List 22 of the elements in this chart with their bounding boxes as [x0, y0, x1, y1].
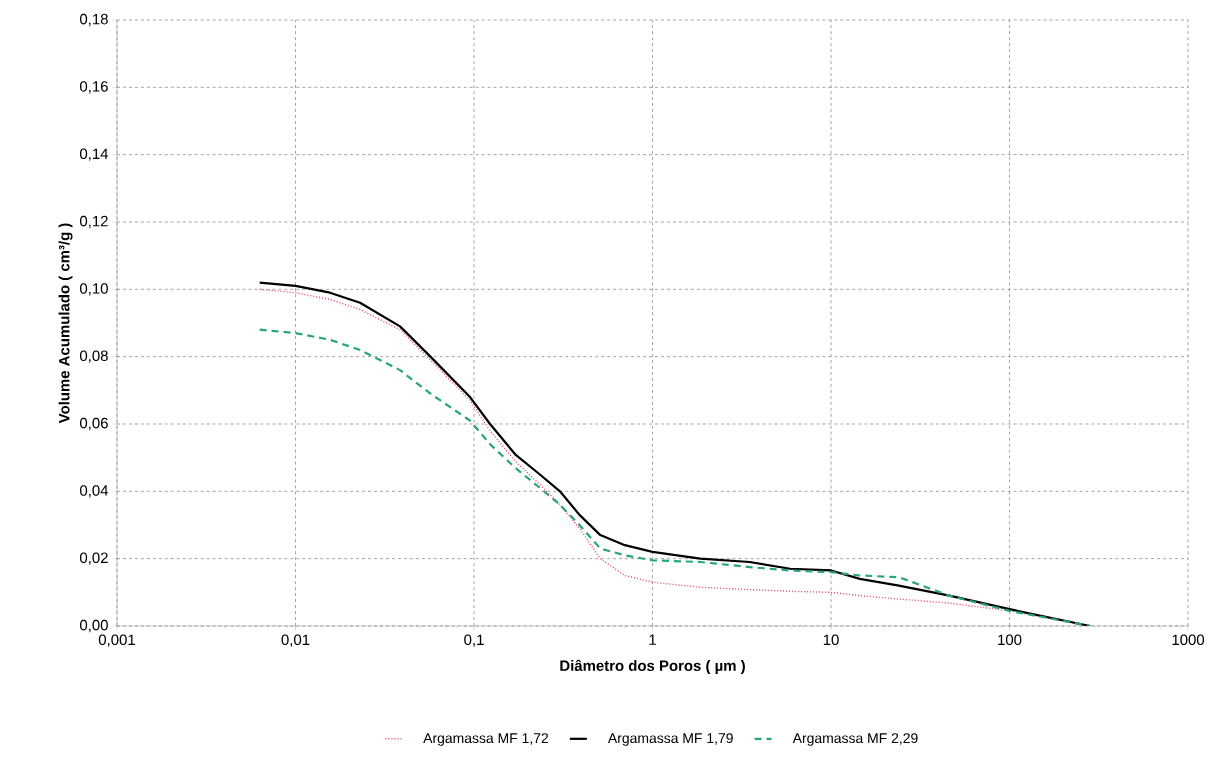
y-axis-title: Volume Acumulado ( cm³/g )	[58, 223, 73, 424]
y-tick-label: 0,14	[79, 148, 109, 161]
y-tick-label: 0,06	[79, 417, 108, 431]
y-tick-label: 0,12	[79, 215, 108, 229]
legend-label: Argamassa MF 2,29	[792, 733, 918, 746]
legend-label: Argamassa MF 1,72	[423, 733, 549, 746]
x-axis-title: Diâmetro dos Poros ( µm )	[560, 659, 745, 674]
x-tick-label: 0,01	[281, 634, 310, 647]
y-tick-label: 0,08	[79, 350, 108, 363]
x-tick-label: 100	[998, 634, 1022, 646]
x-tick-label: 0,1	[464, 634, 484, 647]
y-tick-label: 0,04	[79, 485, 109, 498]
y-tick-label: 0,02	[79, 552, 108, 565]
legend-label: Argamassa MF 1,79	[607, 733, 733, 746]
y-tick-label: 0,18	[79, 13, 108, 27]
x-tick-label: 1000	[1172, 634, 1205, 646]
y-tick-label: 0,16	[79, 81, 108, 94]
x-tick-label: 1	[649, 634, 656, 645]
x-tick-label: 10	[823, 634, 839, 646]
y-tick-label: 0,00	[79, 619, 108, 633]
x-tick-label: 0,001	[98, 634, 135, 647]
y-tick-label: 0,10	[79, 283, 108, 296]
